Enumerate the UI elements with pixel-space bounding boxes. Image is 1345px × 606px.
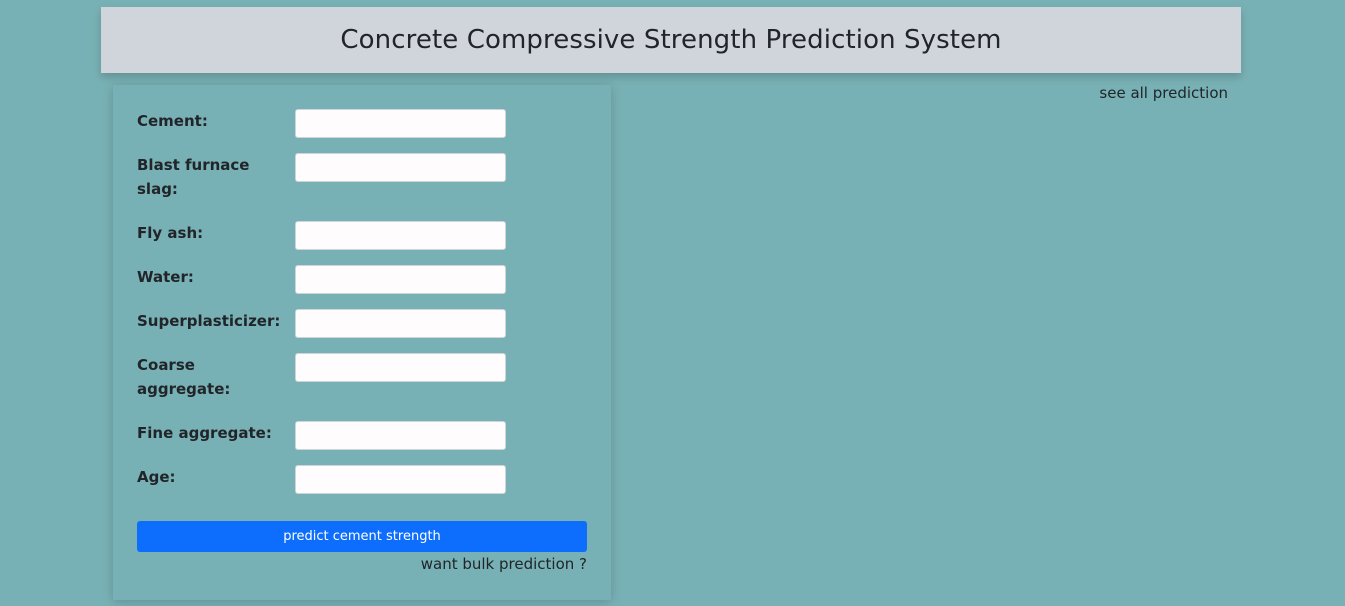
water-input[interactable] (295, 265, 506, 294)
fine-aggregate-label: Fine aggregate: (137, 424, 272, 442)
age-label: Age: (137, 468, 176, 486)
coarse-aggregate-label: Coarse aggregate: (137, 356, 231, 398)
coarse-aggregate-input[interactable] (295, 353, 506, 382)
see-all-predictions-link[interactable]: see all prediction (1099, 84, 1228, 102)
blast-furnace-slag-input[interactable] (295, 153, 506, 182)
cement-label: Cement: (137, 112, 208, 130)
superplasticizer-label: Superplasticizer: (137, 312, 281, 330)
fine-aggregate-input[interactable] (295, 421, 506, 450)
age-input[interactable] (295, 465, 506, 494)
predict-button[interactable]: predict cement strength (137, 521, 587, 552)
fly-ash-input[interactable] (295, 221, 506, 250)
bulk-prediction-link[interactable]: want bulk prediction ? (420, 555, 587, 573)
fly-ash-label: Fly ash: (137, 224, 204, 242)
page-title: Concrete Compressive Strength Prediction… (340, 25, 1002, 55)
prediction-form-card: Cement: Blast furnace slag: Fly ash: Wat… (113, 85, 611, 600)
cement-input[interactable] (295, 109, 506, 138)
page-header: Concrete Compressive Strength Prediction… (101, 7, 1241, 73)
superplasticizer-input[interactable] (295, 309, 506, 338)
blast-furnace-slag-label: Blast furnace slag: (137, 156, 250, 198)
water-label: Water: (137, 268, 194, 286)
